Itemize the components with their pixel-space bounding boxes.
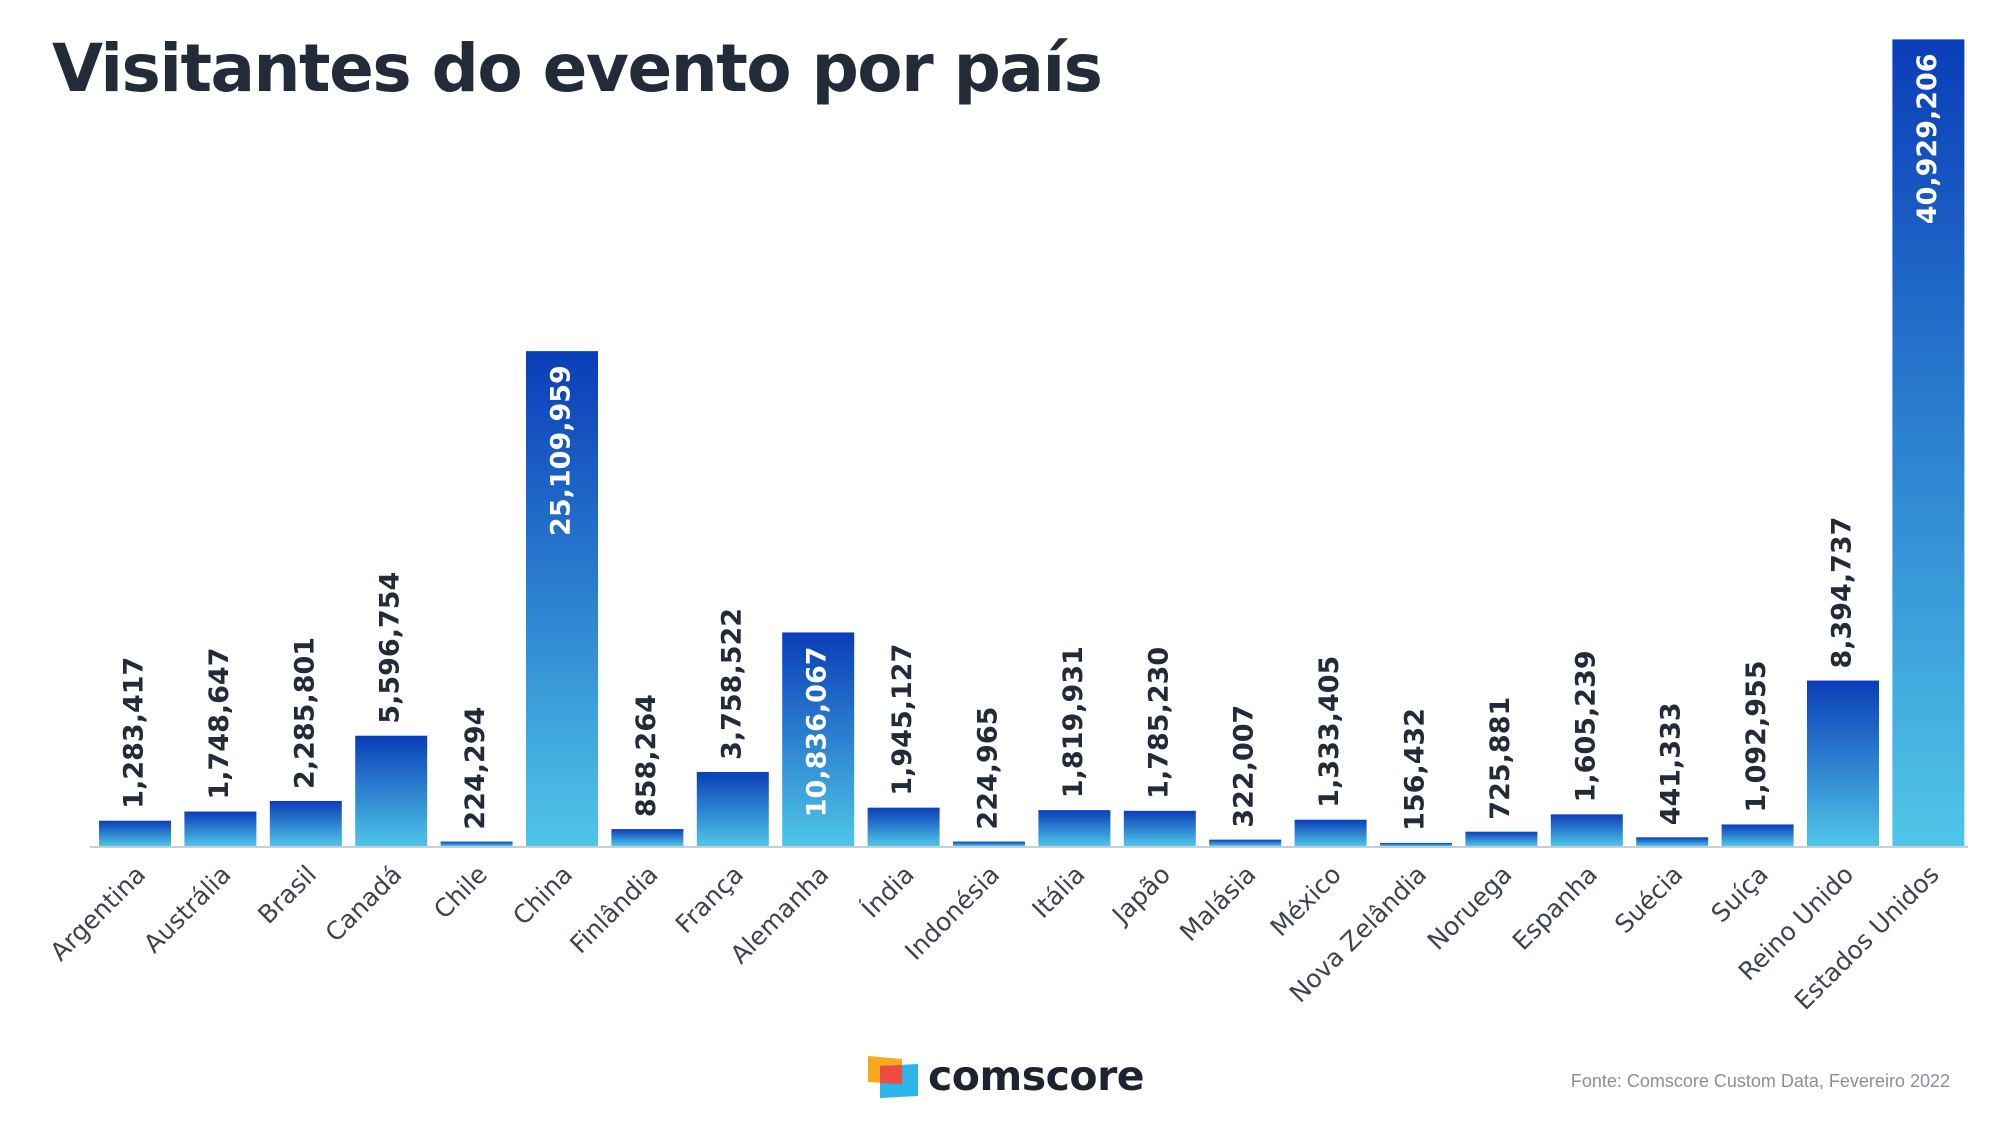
bar-3: [355, 735, 428, 846]
value-label-13: 322,007: [1229, 705, 1260, 828]
category-label-16: Noruega: [1422, 860, 1518, 956]
category-label-19: Suíça: [1705, 860, 1773, 928]
value-label-18: 441,333: [1656, 702, 1687, 825]
value-label-14: 1,333,405: [1314, 656, 1345, 808]
bar-21: [1892, 39, 1965, 847]
bar-14: [1294, 819, 1367, 846]
bar-10: [953, 841, 1025, 846]
category-label-11: Itália: [1026, 860, 1090, 924]
value-label-7: 3,758,522: [716, 608, 747, 760]
bar-20: [1807, 680, 1879, 846]
comscore-logo-icon: [868, 1056, 918, 1098]
value-label-19: 1,092,955: [1741, 660, 1772, 812]
comscore-logo-text: comscore: [928, 1052, 1145, 1100]
bar-17: [1550, 814, 1623, 846]
category-label-12: Japão: [1105, 860, 1176, 931]
bar-12: [1123, 810, 1196, 846]
category-label-9: Índia: [856, 860, 920, 924]
bar-6: [611, 829, 684, 846]
bar-11: [1038, 810, 1111, 846]
bar-2: [269, 800, 342, 846]
value-label-5: 25,109,959: [546, 365, 577, 536]
bar-18: [1636, 837, 1709, 846]
value-label-15: 156,432: [1400, 708, 1431, 831]
value-label-4: 224,294: [460, 707, 491, 830]
bar-13: [1209, 839, 1282, 846]
category-label-6: Finlândia: [564, 860, 663, 959]
category-label-14: México: [1265, 860, 1347, 942]
bars-group: [99, 39, 1965, 847]
value-label-17: 1,605,239: [1570, 650, 1601, 802]
bar-4: [440, 841, 513, 846]
bar-5: [526, 351, 598, 846]
value-labels-group: 1,283,417 1,748,647 2,285,801 5,596,754 224,…: [119, 53, 1943, 831]
bar-8: [782, 632, 855, 846]
category-label-0: Argentina: [45, 860, 152, 967]
value-label-9: 1,945,127: [887, 644, 918, 796]
comscore-logo: comscore: [862, 1052, 1162, 1102]
category-label-2: Brasil: [252, 860, 322, 930]
source-note: Fonte: Comscore Custom Data, Fevereiro 2…: [1570, 1071, 1950, 1091]
bar-7: [696, 771, 769, 846]
category-label-5: China: [507, 860, 578, 931]
value-label-8: 10,836,067: [802, 646, 833, 817]
bar-0: [99, 820, 171, 846]
value-label-12: 1,785,230: [1143, 647, 1174, 799]
value-label-3: 5,596,754: [375, 572, 406, 724]
category-label-18: Suécia: [1609, 860, 1688, 939]
category-label-21: Estados Unidos: [1789, 860, 1945, 1016]
bar-9: [867, 807, 940, 846]
value-label-16: 725,881: [1485, 697, 1516, 820]
category-label-3: Canadá: [320, 860, 408, 948]
bar-15: [1380, 842, 1452, 846]
value-label-11: 1,819,931: [1058, 646, 1089, 798]
category-label-7: França: [670, 860, 749, 939]
value-label-21: 40,929,206: [1912, 53, 1943, 224]
chart-title: Visitantes do evento por país: [52, 30, 1103, 107]
value-label-1: 1,748,647: [204, 648, 235, 800]
category-label-13: Malásia: [1174, 860, 1261, 947]
value-label-20: 8,394,737: [1827, 517, 1858, 669]
category-label-1: Austrália: [138, 860, 237, 959]
value-label-0: 1,283,417: [119, 657, 150, 809]
value-label-2: 2,285,801: [289, 637, 320, 789]
bar-16: [1465, 831, 1538, 846]
value-label-10: 224,965: [973, 707, 1004, 830]
bar-1: [184, 811, 257, 846]
bar-19: [1721, 824, 1794, 846]
category-label-17: Espanha: [1507, 860, 1603, 956]
category-label-4: Chile: [428, 860, 493, 925]
value-label-6: 858,264: [631, 694, 662, 817]
